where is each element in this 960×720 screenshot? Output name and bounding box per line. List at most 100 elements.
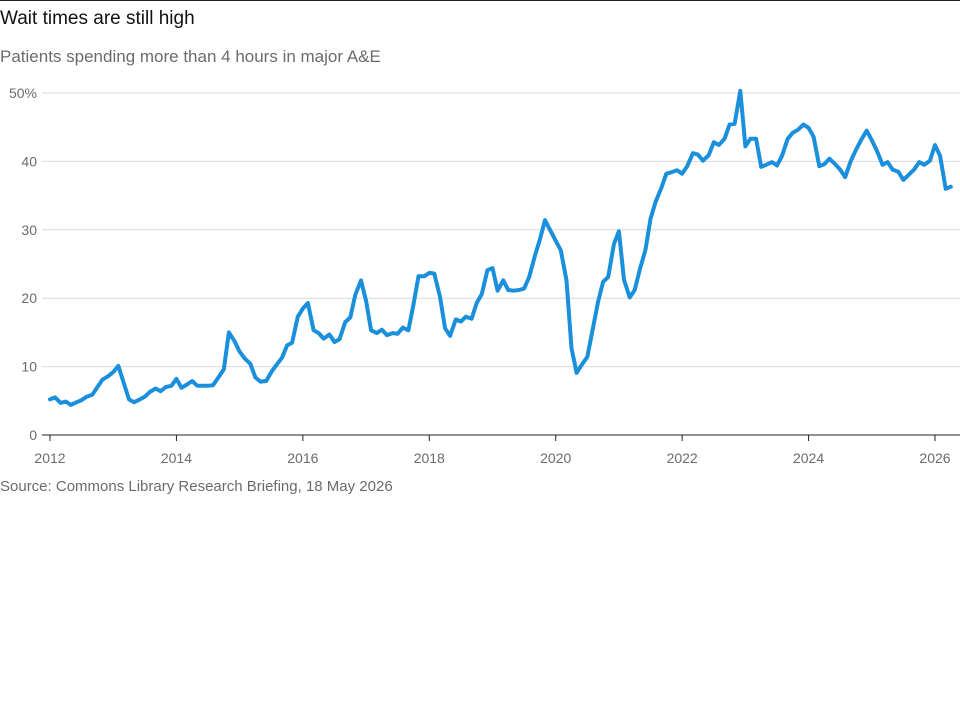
data-point bbox=[318, 332, 320, 334]
data-point bbox=[613, 243, 615, 245]
data-point bbox=[876, 150, 878, 151]
data-point bbox=[133, 401, 135, 403]
data-point bbox=[871, 139, 873, 141]
data-point bbox=[234, 340, 236, 342]
data-point bbox=[102, 379, 103, 381]
data-point bbox=[297, 316, 299, 318]
data-point bbox=[202, 385, 204, 387]
data-point bbox=[902, 179, 904, 181]
top-rule bbox=[0, 0, 960, 1]
data-point bbox=[196, 385, 198, 387]
data-point bbox=[660, 187, 662, 189]
data-point bbox=[528, 276, 530, 278]
data-point bbox=[365, 300, 367, 302]
x-tick-label: 2024 bbox=[793, 450, 824, 466]
data-point bbox=[291, 342, 293, 344]
data-point bbox=[544, 219, 546, 221]
data-point bbox=[950, 186, 952, 188]
data-point bbox=[212, 384, 214, 386]
data-point bbox=[402, 327, 404, 329]
data-point bbox=[702, 160, 704, 162]
data-point bbox=[112, 371, 114, 373]
data-point bbox=[328, 334, 330, 335]
data-point bbox=[239, 351, 241, 353]
data-point bbox=[645, 249, 646, 251]
series-layer bbox=[48, 88, 953, 407]
data-point bbox=[665, 173, 667, 175]
data-point bbox=[76, 401, 78, 403]
chart-subtitle: Patients spending more than 4 hours in m… bbox=[0, 47, 381, 66]
data-point bbox=[776, 165, 778, 166]
data-point bbox=[623, 279, 625, 281]
data-point bbox=[913, 169, 915, 171]
data-point bbox=[808, 127, 810, 129]
data-point bbox=[576, 372, 578, 374]
data-point bbox=[218, 376, 220, 378]
data-point bbox=[128, 398, 130, 400]
data-point bbox=[444, 327, 446, 329]
data-point bbox=[392, 332, 394, 334]
data-point bbox=[771, 161, 773, 163]
data-point bbox=[354, 294, 356, 296]
data-point bbox=[749, 138, 751, 140]
data-point bbox=[86, 396, 88, 398]
data-point bbox=[60, 402, 62, 404]
data-point bbox=[518, 289, 520, 291]
data-point bbox=[407, 329, 409, 331]
data-point bbox=[497, 290, 499, 292]
data-point bbox=[323, 338, 325, 340]
data-point bbox=[729, 124, 731, 125]
data-point bbox=[155, 388, 157, 389]
data-point bbox=[686, 165, 688, 167]
data-point bbox=[670, 171, 672, 173]
data-point bbox=[139, 398, 141, 400]
data-point bbox=[629, 297, 631, 298]
x-tick-label: 2012 bbox=[34, 450, 65, 466]
data-point bbox=[639, 269, 641, 270]
data-point bbox=[275, 364, 277, 366]
data-point bbox=[481, 293, 483, 295]
data-point bbox=[460, 321, 462, 322]
data-point bbox=[191, 380, 193, 382]
data-point bbox=[91, 394, 93, 396]
line-chart: 0 10 20 30 40 50% 2012 2014 2016 2018 2020 2022 202… bbox=[9, 85, 960, 466]
data-point bbox=[866, 130, 868, 132]
data-point bbox=[828, 158, 830, 160]
data-point bbox=[697, 154, 699, 156]
data-point bbox=[676, 169, 678, 171]
data-point bbox=[713, 141, 715, 143]
data-point bbox=[334, 341, 335, 343]
data-point bbox=[281, 357, 283, 359]
data-point bbox=[550, 230, 552, 232]
data-point bbox=[823, 163, 825, 165]
x-tick-label: 2022 bbox=[667, 450, 698, 466]
data-point bbox=[149, 391, 151, 393]
data-point bbox=[107, 375, 109, 377]
data-point bbox=[49, 398, 51, 400]
data-point bbox=[349, 316, 351, 318]
data-point bbox=[370, 329, 372, 331]
gridlines bbox=[42, 92, 960, 368]
data-point bbox=[244, 357, 246, 359]
data-point bbox=[739, 90, 741, 92]
data-point bbox=[175, 378, 177, 380]
data-point bbox=[265, 380, 267, 382]
data-point bbox=[708, 154, 710, 156]
data-point bbox=[207, 385, 209, 387]
data-point bbox=[618, 230, 620, 232]
data-point bbox=[423, 275, 425, 277]
y-tick-label: 30 bbox=[21, 222, 37, 238]
data-point bbox=[476, 302, 478, 304]
data-point bbox=[597, 301, 599, 303]
data-point bbox=[792, 132, 794, 134]
data-point bbox=[376, 332, 378, 334]
data-point bbox=[681, 173, 683, 175]
data-point bbox=[170, 385, 172, 387]
data-point bbox=[803, 124, 804, 125]
data-point bbox=[765, 164, 767, 166]
data-point bbox=[307, 302, 309, 304]
data-point bbox=[855, 149, 857, 151]
y-axis-ticks: 0 10 20 30 40 50% bbox=[9, 85, 37, 443]
data-point bbox=[834, 163, 836, 165]
data-point bbox=[433, 273, 435, 275]
